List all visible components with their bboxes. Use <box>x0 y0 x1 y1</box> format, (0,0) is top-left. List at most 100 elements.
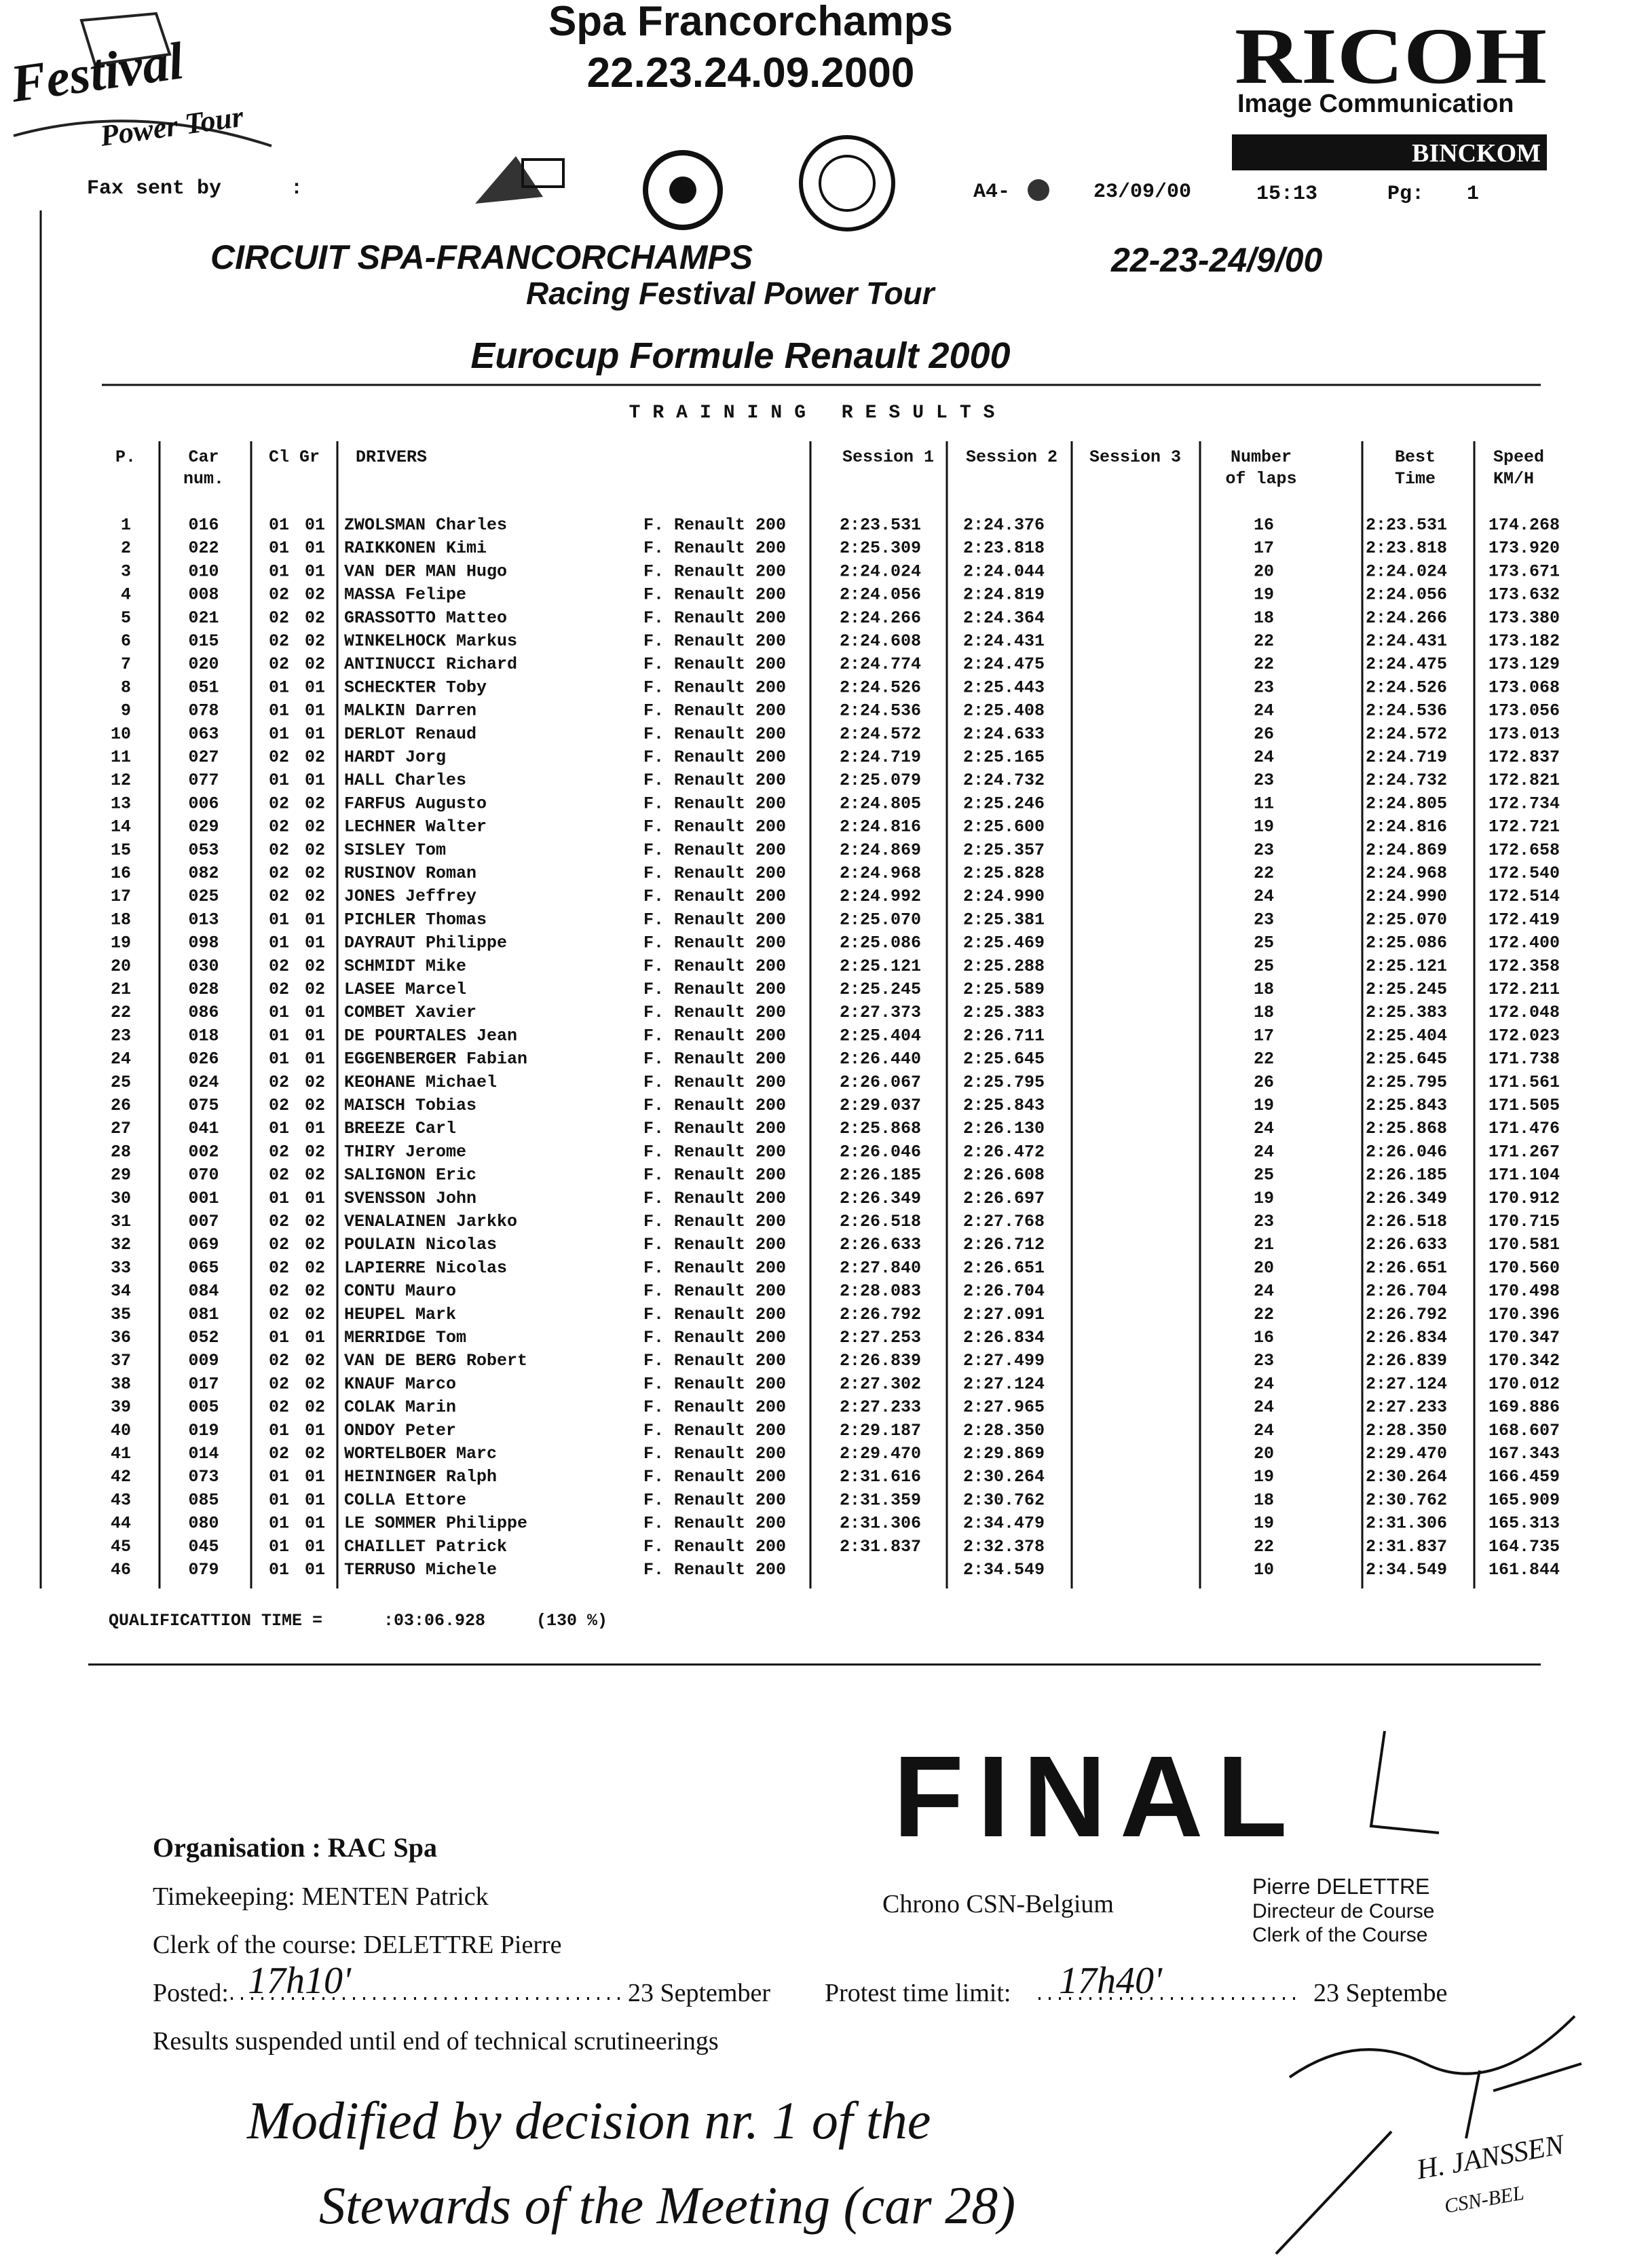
laps: 18 <box>1254 1003 1274 1022</box>
class: 02 <box>269 956 289 976</box>
session-2: 2:24.819 <box>963 585 1045 605</box>
speed: 170.715 <box>1488 1212 1560 1231</box>
flag-emblem <box>521 158 565 188</box>
driver: WINKELHOCK Markus <box>344 631 517 651</box>
session-1: 2:25.079 <box>840 770 921 790</box>
column-header: Session 2 <box>966 447 1057 467</box>
group: 02 <box>305 980 325 999</box>
car-number: 098 <box>188 933 219 953</box>
wheel-hub <box>669 176 696 204</box>
speed: 172.837 <box>1488 747 1560 767</box>
team: F. Renault 200 <box>643 1444 786 1464</box>
best-time: 2:29.470 <box>1366 1444 1447 1464</box>
festival-name: Racing Festival Power Tour <box>526 276 936 311</box>
class: 02 <box>269 1212 289 1231</box>
session-2: 2:29.869 <box>963 1444 1045 1464</box>
session-1: 2:29.187 <box>840 1421 921 1440</box>
fax-time: 15:13 <box>1256 183 1317 206</box>
driver: ONDOY Peter <box>344 1421 456 1440</box>
car-number: 020 <box>188 654 219 674</box>
speed: 172.419 <box>1488 910 1560 929</box>
session-1: 2:26.839 <box>840 1351 921 1371</box>
chrono: Chrono CSN-Belgium <box>882 1890 1114 1918</box>
car-number: 019 <box>188 1421 219 1440</box>
car-number: 006 <box>188 794 219 813</box>
session-2: 2:26.712 <box>963 1235 1045 1254</box>
laps: 17 <box>1254 538 1274 558</box>
laps: 21 <box>1254 1235 1274 1254</box>
position: 42 <box>111 1467 131 1487</box>
driver: RUSINOV Roman <box>344 863 476 883</box>
session-1: 2:26.046 <box>840 1142 921 1161</box>
circuit: CIRCUIT SPA-FRANCORCHAMPS <box>210 238 753 276</box>
position: 45 <box>111 1537 131 1557</box>
group: 01 <box>305 1560 325 1580</box>
position: 31 <box>111 1212 131 1231</box>
qualification-percent: (130 %) <box>536 1611 607 1631</box>
column-header: of laps <box>1225 469 1296 489</box>
group: 02 <box>305 1073 325 1092</box>
best-time: 2:27.124 <box>1366 1374 1447 1394</box>
position: 36 <box>111 1328 131 1347</box>
note: Results suspended until end of technical… <box>153 2027 719 2056</box>
signature-stroke <box>1275 2015 1582 2255</box>
driver: COLAK Marin <box>344 1398 456 1417</box>
laps: 20 <box>1254 561 1274 581</box>
group: 02 <box>305 1305 325 1324</box>
session-1: 2:24.968 <box>840 863 921 883</box>
speed: 168.607 <box>1488 1421 1560 1440</box>
position: 25 <box>111 1073 131 1092</box>
laps: 22 <box>1254 631 1274 651</box>
car-number: 077 <box>188 770 219 790</box>
session-2: 2:28.350 <box>963 1421 1045 1440</box>
car-number: 081 <box>188 1305 219 1324</box>
speed: 173.671 <box>1488 561 1560 581</box>
class: 01 <box>269 515 289 535</box>
laps: 16 <box>1254 515 1274 535</box>
class: 01 <box>269 538 289 558</box>
session-1: 2:27.302 <box>840 1374 921 1394</box>
driver: SISLEY Tom <box>344 840 446 860</box>
car-number: 078 <box>188 701 219 721</box>
class: 01 <box>269 1560 289 1580</box>
driver: SALIGNON Eric <box>344 1166 476 1185</box>
group: 02 <box>305 1166 325 1185</box>
team: F. Renault 200 <box>643 1421 786 1440</box>
group: 01 <box>305 561 325 581</box>
group: 02 <box>305 631 325 651</box>
director-title-en: Clerk of the Course <box>1252 1924 1427 1946</box>
laps: 16 <box>1254 1328 1274 1347</box>
car-number: 022 <box>188 538 219 558</box>
class: 02 <box>269 608 289 628</box>
session-2: 2:27.499 <box>963 1351 1045 1371</box>
session-2: 2:25.383 <box>963 1003 1045 1022</box>
best-time: 2:24.056 <box>1366 585 1447 605</box>
session-2: 2:23.818 <box>963 538 1045 558</box>
best-time: 2:26.834 <box>1366 1328 1447 1347</box>
organisation: Organisation : RAC Spa <box>153 1832 437 1863</box>
session-1: 2:27.253 <box>840 1328 921 1347</box>
class: 01 <box>269 724 289 744</box>
car-number: 075 <box>188 1096 219 1115</box>
team: F. Renault 200 <box>643 1467 786 1487</box>
speed: 172.734 <box>1488 794 1560 813</box>
team: F. Renault 200 <box>643 1398 786 1417</box>
best-time: 2:25.245 <box>1366 980 1447 999</box>
fax-format: A4- <box>973 181 1010 204</box>
car-number: 027 <box>188 747 219 767</box>
best-time: 2:23.818 <box>1366 538 1447 558</box>
best-time: 2:25.868 <box>1366 1119 1447 1138</box>
session-1: 2:25.868 <box>840 1119 921 1138</box>
session-1: 2:25.121 <box>840 956 921 976</box>
best-time: 2:25.645 <box>1366 1049 1447 1069</box>
team: F. Renault 200 <box>643 1049 786 1069</box>
car-number: 008 <box>188 585 219 605</box>
laps: 20 <box>1254 1258 1274 1278</box>
column-header: Cl Gr <box>269 447 320 467</box>
team: F. Renault 200 <box>643 631 786 651</box>
clerk: Clerk of the course: DELETTRE Pierre <box>153 1931 562 1959</box>
session-1: 2:23.531 <box>840 515 921 535</box>
position: 12 <box>111 770 131 790</box>
speed: 171.476 <box>1488 1119 1560 1138</box>
